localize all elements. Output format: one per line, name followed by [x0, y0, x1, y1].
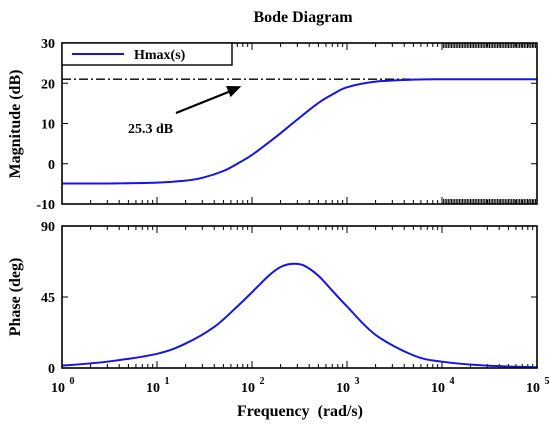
phase-y-axis-label: Phase (deg): [7, 258, 24, 337]
phase-ticks: [61, 225, 537, 369]
magnitude-y-tick-label: 10: [41, 118, 55, 133]
magnitude-curve-hmax: [61, 78, 538, 185]
x-tick-exponent: 5: [545, 376, 550, 387]
x-tick-labels: 10 0 10 1 10 2 10 3 10 4 10 5: [51, 376, 550, 396]
x-tick-label: 10: [241, 381, 255, 396]
chart-title: Bode Diagram: [253, 9, 353, 26]
x-tick-label: 10: [431, 381, 445, 396]
x-tick-exponent: 2: [260, 376, 265, 387]
magnitude-y-tick-label: 30: [41, 37, 55, 52]
x-tick-exponent: 3: [355, 376, 360, 387]
magnitude-y-tick-label: 0: [48, 158, 55, 173]
phase-y-tick-label: 45: [41, 291, 55, 306]
x-tick-exponent: 4: [450, 376, 455, 387]
x-tick-exponent: 0: [70, 376, 75, 387]
phase-y-tick-label: 90: [41, 220, 55, 235]
annotation-arrow: [175, 88, 236, 115]
magnitude-y-tick-labels: -10 0 10 20 30: [36, 37, 55, 213]
magnitude-ticks: [61, 42, 537, 205]
phase-y-tick-labels: 0 45 90: [41, 220, 55, 377]
legend-box: [61, 42, 233, 66]
magnitude-panel: -10 0 10 20 30 Magnitude (dB) Hmax(s) 25.3 d…: [7, 37, 538, 213]
annotation-text: 25.3 dB: [128, 122, 173, 137]
legend: Hmax(s): [61, 42, 233, 66]
phase-y-tick-label: 0: [48, 362, 55, 377]
phase-series: [61, 262, 538, 369]
magnitude-y-axis-label: Magnitude (dB): [7, 70, 24, 179]
x-tick-label: 10: [146, 381, 160, 396]
magnitude-y-tick-label: -10: [36, 198, 55, 213]
phase-curve-hmax: [61, 262, 538, 369]
phase-plot-frame: [61, 225, 538, 369]
x-tick-label: 10: [526, 381, 540, 396]
magnitude-plot-frame: [61, 42, 538, 205]
phase-panel: 0 45 90 10 0 10 1 10 2 10 3 10 4 10 5 Phase (deg) Fre…: [7, 220, 550, 420]
x-axis-label: Frequency (rad/s): [237, 403, 363, 420]
magnitude-y-tick-label: 20: [41, 77, 55, 92]
x-tick-exponent: 1: [165, 376, 170, 387]
x-tick-label: 10: [336, 381, 350, 396]
annotation-arrowhead: [226, 85, 242, 98]
legend-entry-hmax: Hmax(s): [134, 48, 186, 63]
magnitude-series: [61, 78, 538, 185]
annotation-25-3-db: 25.3 dB: [128, 85, 242, 137]
x-tick-label: 10: [51, 381, 65, 396]
